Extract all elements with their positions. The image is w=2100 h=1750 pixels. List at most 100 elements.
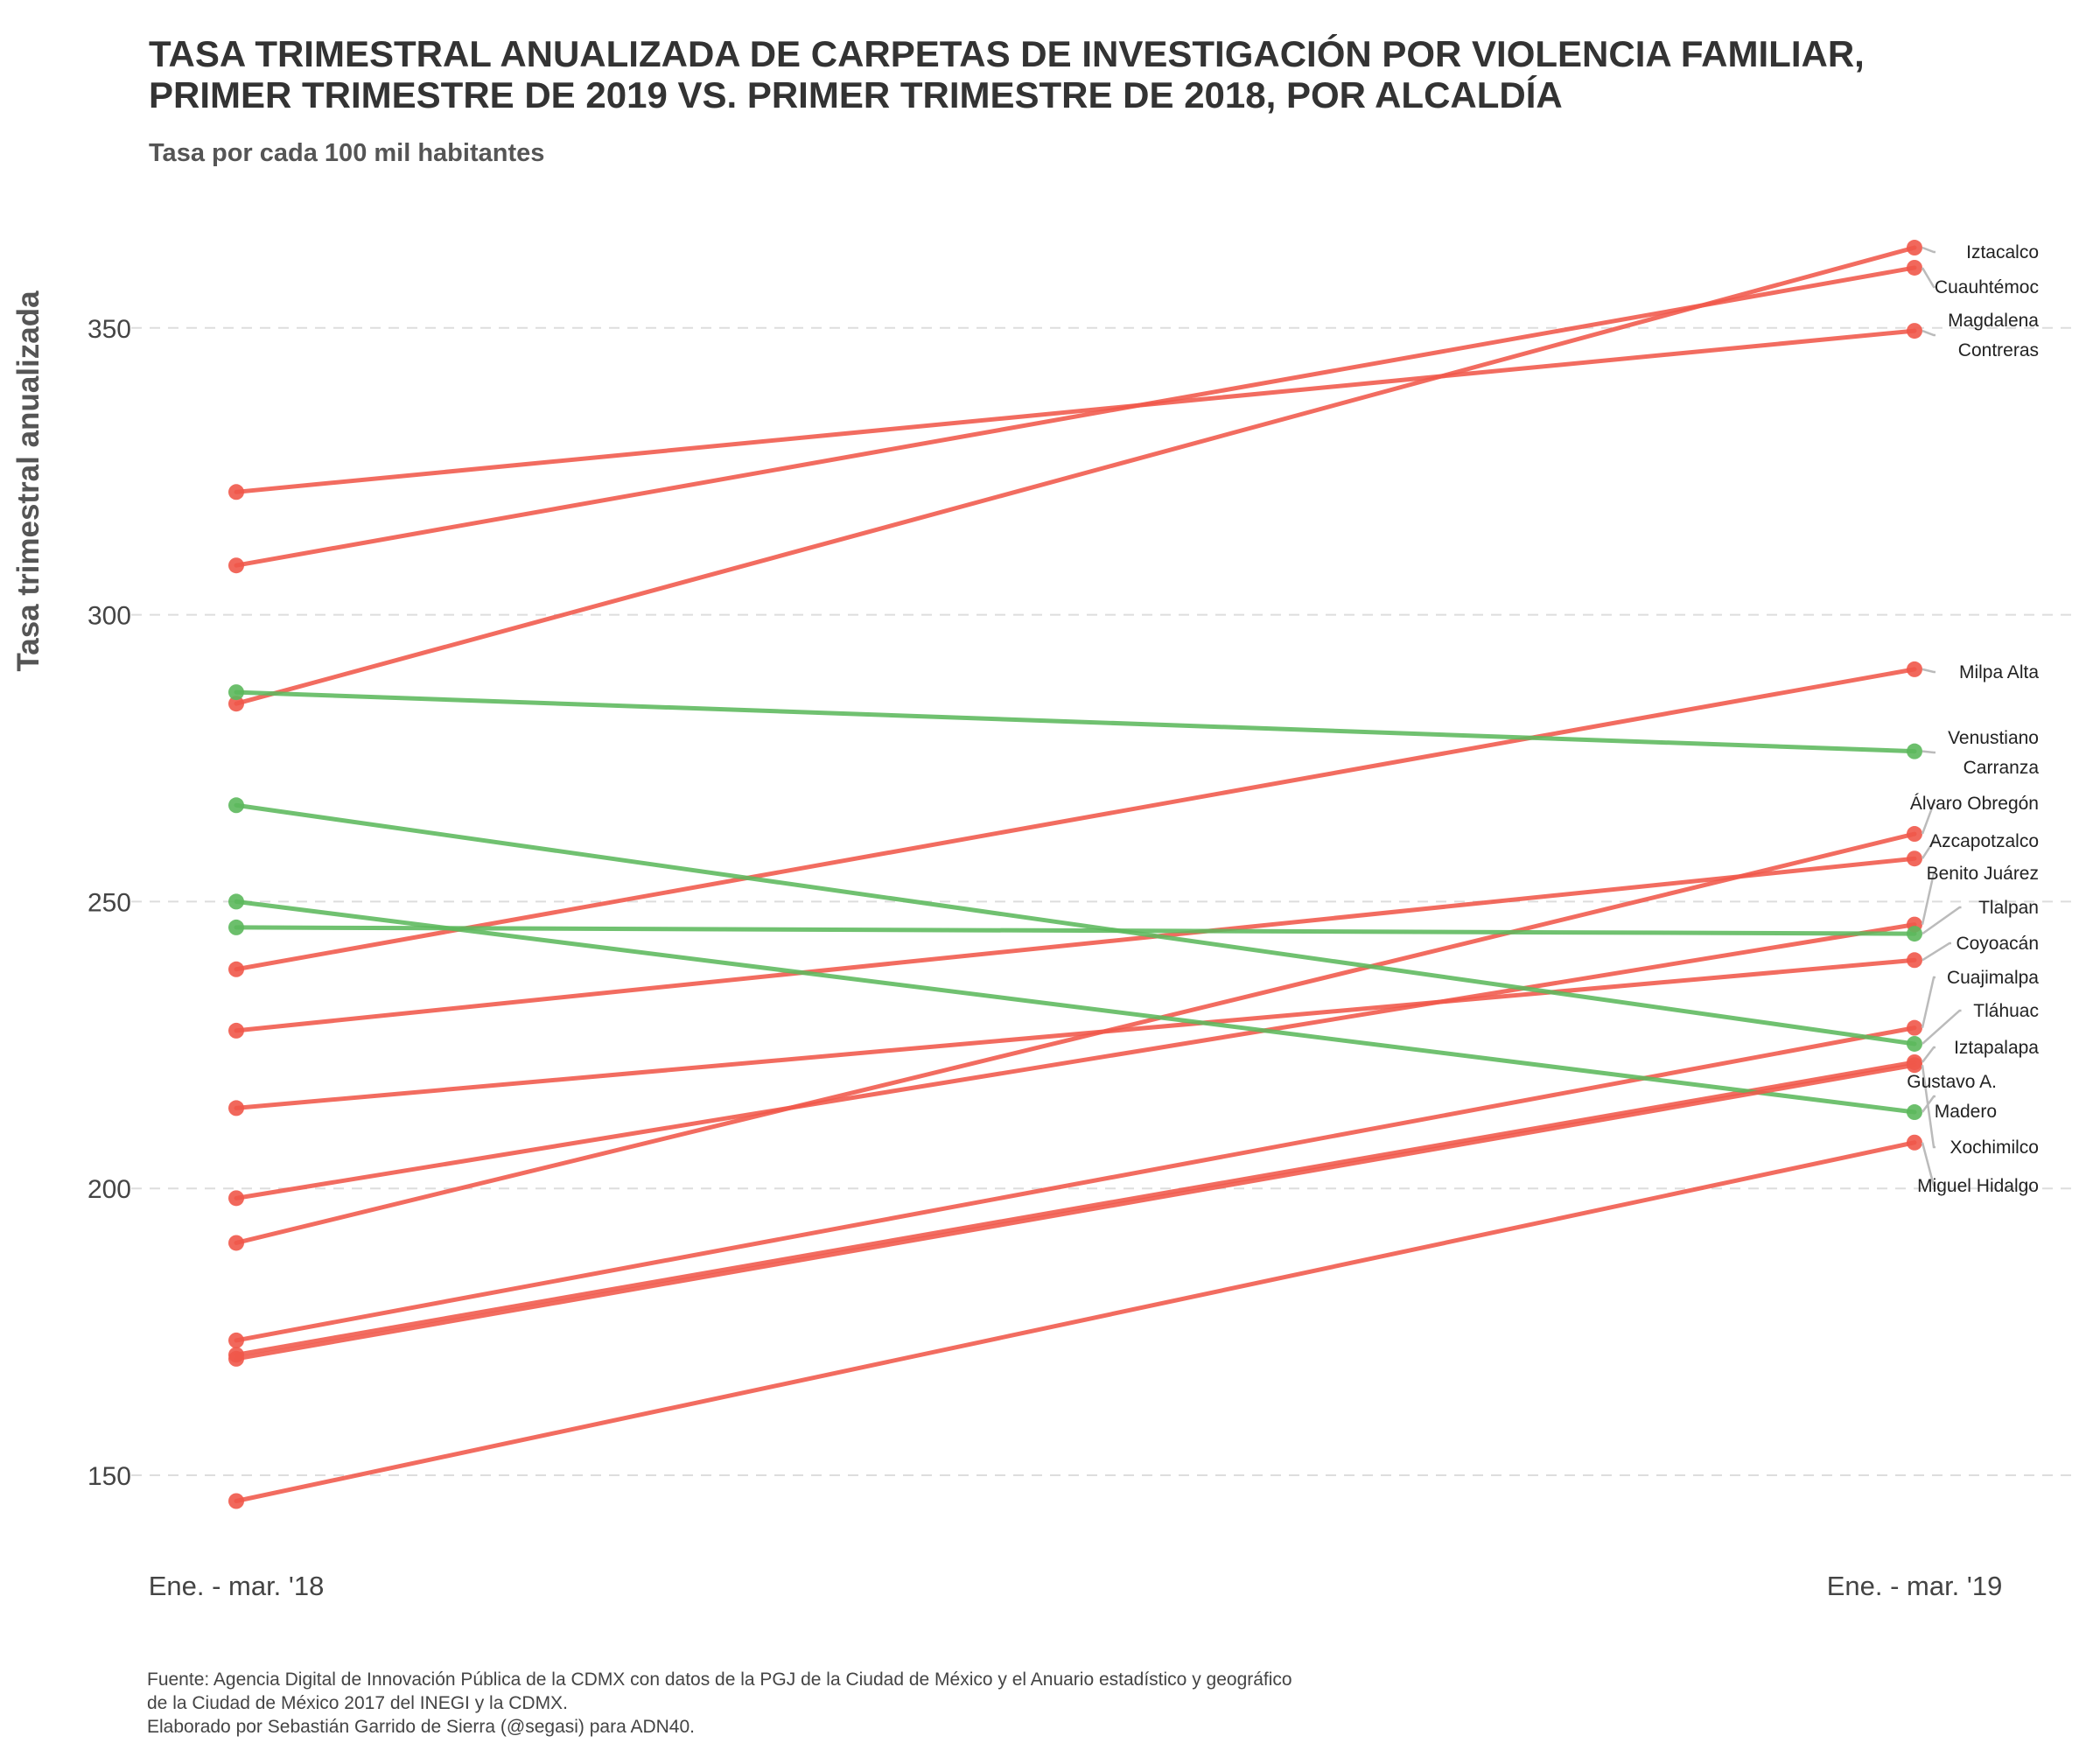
point-2018-tlahuac (228, 797, 244, 814)
leader-line-miguel-hidalgo (1921, 1142, 1936, 1187)
series-label-gustavo-a-madero: Madero (1935, 1102, 1997, 1122)
series-label-venustiano-carranza: Venustiano (1948, 728, 2039, 748)
series-line-azcapotzalco (234, 856, 1917, 1033)
point-2018-alvaro-obregon (228, 1235, 244, 1251)
y-tick-label: 200 (88, 1175, 131, 1204)
leader-line-azcapotzalco (1921, 839, 1936, 859)
point-2018-coyoacan (228, 1100, 244, 1116)
series-label-magdalena-contreras: Contreras (1958, 340, 2039, 360)
series-line-iztapalapa (234, 1060, 1917, 1357)
series-label-alvaro-obregon: Álvaro Obregón (1910, 794, 2039, 814)
series-label-iztapalapa: Iztapalapa (1954, 1038, 2039, 1058)
caption-line-2: de la Ciudad de México 2017 del INEGI y … (147, 1693, 568, 1713)
point-2018-tlalpan (228, 919, 244, 935)
chart-subtitle: Tasa por cada 100 mil habitantes (149, 139, 544, 167)
caption-line-1: Fuente: Agencia Digital de Innovación Pú… (147, 1670, 1292, 1690)
leader-line-alvaro-obregon (1921, 802, 1936, 835)
point-2018-xochimilco (228, 1350, 244, 1367)
y-tick-label: 250 (88, 888, 131, 917)
point-2019-gustavo-a-madero (1907, 1104, 1922, 1121)
y-axis-label: Tasa trimestral anualizada (11, 290, 46, 672)
series-points (228, 240, 1922, 1509)
point-2018-azcapotzalco (228, 1022, 244, 1039)
series-label-milpa-alta: Milpa Alta (1959, 662, 2039, 682)
point-2019-tlahuac (1907, 1035, 1922, 1052)
leader-line-iztapalapa (1922, 1046, 1936, 1063)
point-2018-magdalena-contreras (228, 484, 244, 500)
series-label-tlahuac: Tláhuac (1973, 1001, 2039, 1021)
point-2019-xochimilco (1907, 1057, 1922, 1074)
point-2018-milpa-alta (228, 961, 244, 977)
series-line-iztacalco (234, 245, 1917, 706)
series-line-alvaro-obregon (234, 831, 1917, 1245)
series-label-miguel-hidalgo: Miguel Hidalgo (1917, 1176, 2039, 1196)
point-2018-gustavo-a-madero (228, 893, 244, 910)
leader-line-magdalena-contreras (1922, 329, 1936, 337)
series-line-tlahuac (234, 802, 1917, 1046)
point-2019-tlalpan (1907, 926, 1922, 942)
series-label-venustiano-carranza: Carranza (1964, 758, 2040, 778)
point-2019-venustiano-carranza (1907, 743, 1922, 760)
point-2019-cuauhtemoc (1907, 259, 1922, 276)
point-2019-milpa-alta (1907, 661, 1922, 677)
point-2018-iztacalco (228, 696, 244, 712)
series-label-coyoacan: Coyoacán (1956, 934, 2039, 954)
series-label-gustavo-a-madero: Gustavo A. (1907, 1072, 1997, 1092)
leader-line-cuajimalpa (1921, 976, 1936, 1028)
series-line-miguel-hidalgo (234, 1140, 1917, 1504)
series-line-tlalpan (234, 925, 1917, 936)
leader-line-benito-juarez (1921, 872, 1936, 925)
series-labels: Iztacalco Cuauhtémoc Magdalena Contreras Mil… (1907, 242, 2039, 1196)
series-line-venustiano-carranza (234, 690, 1917, 754)
leader-line-iztacalco (1922, 246, 1936, 254)
series-label-cuajimalpa: Cuajimalpa (1947, 968, 2039, 988)
point-2019-miguel-hidalgo (1907, 1134, 1922, 1151)
series-label-magdalena-contreras: Magdalena (1948, 311, 2039, 331)
series-label-benito-juarez: Benito Juárez (1927, 864, 2039, 884)
point-2018-benito-juarez (228, 1190, 244, 1207)
point-2018-miguel-hidalgo (228, 1493, 244, 1509)
series-line-cuauhtemoc (234, 265, 1917, 568)
series-label-iztacalco: Iztacalco (1966, 242, 2039, 262)
series-line-gustavo-a-madero (234, 899, 1917, 1115)
series-line-xochimilco (234, 1062, 1917, 1362)
series-label-xochimilco: Xochimilco (1950, 1138, 2039, 1158)
series-line-benito-juarez (234, 922, 1917, 1200)
label-leaders (1921, 246, 1962, 1187)
leader-line-tlalpan (1922, 906, 1962, 935)
chart-title-line-1: TASA TRIMESTRAL ANUALIZADA DE CARPETAS D… (149, 32, 1865, 74)
point-2019-azcapotzalco (1907, 850, 1922, 867)
point-2019-iztacalco (1907, 240, 1922, 256)
series-line-milpa-alta (234, 667, 1917, 972)
series-line-coyoacan (234, 957, 1917, 1110)
x-tick-label-2018: Ene. - mar. '18 (149, 1571, 325, 1601)
chart-title-line-2: PRIMER TRIMESTRE DE 2019 VS. PRIMER TRIM… (149, 74, 1563, 116)
series-label-cuauhtemoc: Cuauhtémoc (1935, 277, 2039, 298)
point-2019-coyoacan (1907, 952, 1922, 969)
series-line-cuajimalpa (234, 1026, 1917, 1343)
point-2018-venustiano-carranza (228, 684, 244, 701)
leader-line-milpa-alta (1922, 668, 1936, 674)
series-label-tlalpan: Tlalpan (1978, 898, 2039, 918)
leader-line-tlahuac (1922, 1009, 1962, 1045)
leader-line-cuauhtemoc (1921, 267, 1936, 289)
point-2018-cuajimalpa (228, 1332, 244, 1348)
y-tick-label: 350 (88, 315, 131, 344)
y-tick-label: 300 (88, 602, 131, 631)
x-tick-label-2019: Ene. - mar. '19 (1827, 1571, 2003, 1601)
point-2019-magdalena-contreras (1907, 323, 1922, 340)
leader-line-coyoacan (1922, 942, 1951, 962)
leader-line-xochimilco (1921, 1065, 1936, 1149)
gridlines (131, 326, 2074, 1476)
y-axis-ticks: 150 200 250 300 350 (88, 315, 131, 1491)
caption-line-3: Elaborado por Sebastián Garrido de Sierr… (147, 1717, 695, 1737)
point-2019-cuajimalpa (1907, 1019, 1922, 1036)
y-tick-label: 150 (88, 1462, 131, 1491)
series-label-azcapotzalco: Azcapotzalco (1929, 831, 2039, 851)
series-lines (234, 245, 1917, 1504)
leader-line-gustavo-a-madero (1921, 1095, 1936, 1113)
series-line-magdalena-contreras (234, 328, 1917, 494)
point-2018-cuauhtemoc (228, 557, 244, 574)
point-2019-alvaro-obregon (1907, 826, 1922, 843)
